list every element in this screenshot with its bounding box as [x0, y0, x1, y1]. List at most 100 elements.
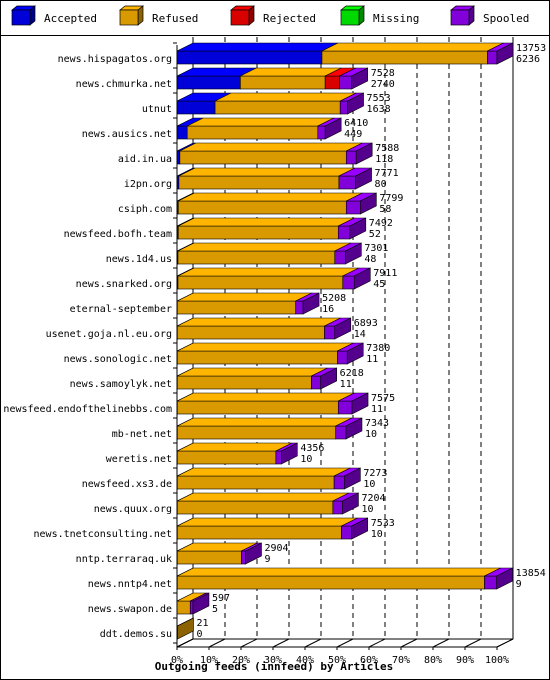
bar-news-tnetconsulting-net-refused	[177, 525, 342, 540]
bar-news-ausics-net-spooled	[317, 125, 326, 140]
data-label-accepted-news-quux-org: 10	[361, 504, 373, 515]
x-tick-label-50: 50%	[328, 655, 346, 666]
bar-top-csiph-com-refused	[178, 192, 363, 202]
bars	[176, 42, 514, 640]
bar-side-weretis-net-spooled	[281, 442, 298, 465]
floor-tick-40	[304, 638, 322, 648]
legend-swatch-rejected	[230, 9, 250, 26]
data-label-total-news-1d4-us: 7301	[364, 243, 388, 254]
data-label-total-aid-in-ua: 7588	[375, 143, 399, 154]
bar-news-samoylyk-net-refused	[177, 375, 312, 390]
bar-csiph-com-refused	[177, 200, 347, 215]
category-label-nntp-terraraq-uk: nntp.terraraq.uk	[76, 554, 172, 565]
legend-label-spooled: Spooled	[483, 12, 529, 25]
bar-news-1d4-us-spooled	[334, 250, 346, 265]
category-label-aid-in-ua: aid.in.ua	[118, 154, 172, 165]
bar-side-news-quux-org-spooled	[342, 492, 359, 515]
data-label-accepted-utnut: 1638	[367, 104, 391, 115]
bar-news-chmurka-net-rejected	[324, 75, 340, 90]
bar-side-news-hispagatos-org-spooled	[496, 42, 514, 65]
x-tick-label-20: 20%	[232, 655, 250, 666]
bar-news-sonologic-net-spooled	[337, 350, 348, 365]
data-label-total-eternal-september: 5208	[322, 293, 346, 304]
bar-news-ausics-net-refused	[186, 125, 319, 140]
bar-top-news-chmurka-net-refused	[240, 67, 342, 77]
legend-label-refused: Refused	[152, 12, 198, 25]
legend-swatch-spooled	[450, 9, 470, 26]
bar-news-chmurka-net-accepted	[176, 75, 241, 90]
data-label-accepted-eternal-september: 16	[322, 304, 334, 315]
bar-side-i2pn-org-spooled	[355, 167, 372, 190]
bar-i2pn-org-refused	[178, 175, 340, 190]
data-label-total-i2pn-org: 7771	[375, 168, 399, 179]
data-label-total-news-nntp4-net: 13854	[516, 568, 546, 579]
floor-tick-100	[496, 638, 514, 648]
category-label-ddt-demos-su: ddt.demos.su	[100, 629, 172, 640]
floor-tick-0	[176, 638, 194, 648]
category-label-usenet-goja-nl-eu-org: usenet.goja.nl.eu.org	[46, 329, 172, 340]
floor-tick-30	[272, 638, 290, 648]
data-label-accepted-news-sonologic-net: 11	[366, 354, 378, 365]
bar-news-nntp4-net-refused	[177, 575, 485, 590]
bar-side-newsfeed-xs3-de-spooled	[344, 467, 361, 490]
bar-top-news-tnetconsulting-net-refused	[177, 517, 358, 527]
legend: Accepted Refused Rejected Missing Spooled	[11, 5, 529, 26]
bar-side-news-nntp4-net-spooled	[496, 567, 513, 590]
floor-tick-90	[464, 638, 482, 648]
x-tick-label-90: 90%	[456, 655, 474, 666]
bar-news-1d4-us-refused	[177, 250, 336, 265]
data-label-total-news-quux-org: 7204	[361, 493, 385, 504]
category-label-news-quux-org: news.quux.org	[94, 504, 172, 515]
bar-usenet-goja-nl-eu-org-spooled	[324, 325, 336, 340]
data-label-accepted-newsfeed-xs3-de: 10	[363, 479, 375, 490]
category-label-news-samoylyk-net: news.samoylyk.net	[70, 379, 172, 390]
bar-nntp-terraraq-uk-refused	[177, 550, 242, 565]
bar-top-newsfeed-bofh-team-refused	[178, 217, 355, 227]
data-label-accepted-csiph-com: 58	[379, 204, 391, 215]
data-label-total-newsfeed-bofh-team: 7492	[369, 218, 393, 229]
bar-eternal-september-spooled	[295, 300, 304, 315]
category-label-csiph-com: csiph.com	[118, 204, 172, 215]
bar-mb-net-net-refused	[177, 425, 337, 440]
x-tick-label-30: 30%	[264, 655, 282, 666]
x-tick-label-80: 80%	[424, 655, 442, 666]
bar-aid-in-ua-spooled	[345, 150, 357, 165]
bar-side-newsfeed-bofh-team-spooled	[349, 217, 367, 240]
bar-side-news-swapon-de-spooled	[192, 592, 210, 615]
floor-tick-80	[432, 638, 450, 648]
legend-label-accepted: Accepted	[44, 12, 97, 25]
bar-side-mb-net-net-spooled	[345, 417, 363, 440]
category-label-utnut: utnut	[142, 104, 172, 115]
category-label-news-nntp4-net: news.nntp4.net	[88, 579, 172, 590]
data-label-total-usenet-goja-nl-eu-org: 6893	[354, 318, 378, 329]
bar-weretis-net-refused	[177, 450, 277, 465]
category-label-newsfeed-endofthelinebbs-com: newsfeed.endofthelinebbs.com	[3, 404, 172, 415]
data-label-accepted-aid-in-ua: 118	[375, 154, 393, 165]
bar-top-aid-in-ua-refused	[179, 142, 363, 152]
category-label-news-hispagatos-org: news.hispagatos.org	[58, 54, 172, 65]
bar-side-news-tnetconsulting-net-spooled	[351, 517, 369, 540]
bar-top-newsfeed-xs3-de-refused	[177, 467, 351, 477]
data-label-accepted-newsfeed-bofh-team: 52	[369, 229, 381, 240]
data-label-total-ddt-demos-su: 21	[196, 618, 208, 629]
data-label-accepted-nntp-terraraq-uk: 9	[264, 554, 270, 565]
legend-label-missing: Missing	[373, 12, 419, 25]
floor-tick-10	[208, 638, 226, 648]
bar-news-nntp4-net-spooled	[484, 575, 497, 590]
x-tick-label-70: 70%	[392, 655, 410, 666]
bar-utnut-spooled	[339, 100, 348, 115]
bar-top-utnut-refused	[214, 92, 357, 102]
bar-eternal-september-refused	[177, 300, 297, 315]
data-label-accepted-news-nntp4-net: 9	[516, 579, 522, 590]
legend-swatch-refused	[119, 9, 139, 26]
x-tick-label-60: 60%	[360, 655, 378, 666]
data-label-total-news-hispagatos-org: 13753	[516, 43, 546, 54]
data-label-total-utnut: 7553	[367, 93, 391, 104]
bar-news-swapon-de-refused	[176, 600, 191, 615]
bar-news-swapon-de-spooled	[189, 600, 194, 615]
bar-top-newsfeed-endofthelinebbs-com-refused	[177, 392, 355, 402]
category-label-i2pn-org: i2pn.org	[124, 179, 172, 190]
data-label-total-news-swapon-de: 597	[212, 593, 230, 604]
bar-aid-in-ua-refused	[179, 150, 347, 165]
data-label-accepted-newsfeed-endofthelinebbs-com: 11	[371, 404, 383, 415]
